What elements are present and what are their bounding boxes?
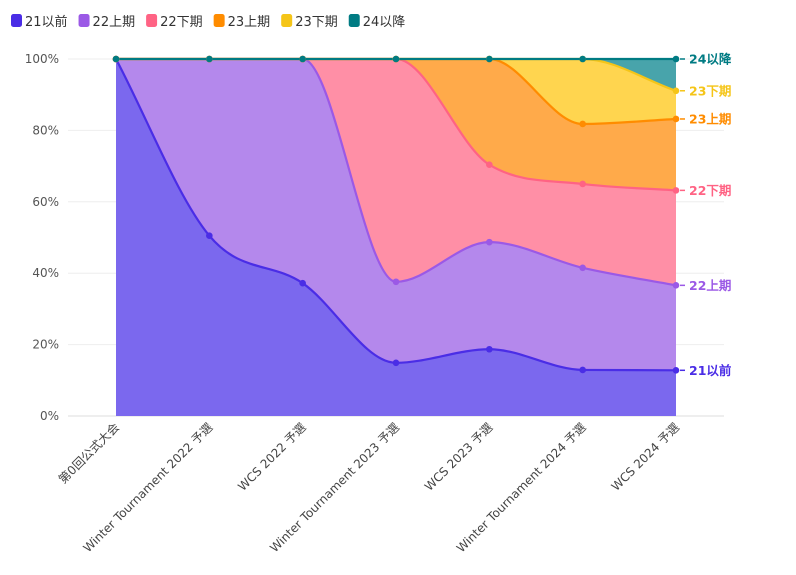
data-point [672,87,680,95]
data-point [672,367,680,374]
x-tick-label: WCS 2022 予選 [235,420,309,494]
legend-item: 21以前 [11,14,68,30]
end-label: 22上期 [689,278,731,293]
data-points [112,55,680,374]
legend-swatch [213,14,225,27]
y-tick-label: 100% [25,52,59,66]
data-point [112,55,120,63]
data-point [486,161,493,168]
end-label: 22下期 [689,183,731,198]
legend-swatch [348,14,360,27]
legend-item: 24以降 [348,14,406,30]
y-tick-label: 0% [40,409,59,423]
legend-item: 23上期 [213,14,271,30]
legend-label: 22下期 [160,15,203,30]
legend-label: 23下期 [295,15,338,30]
legend-item: 22下期 [146,14,203,30]
data-point [579,264,586,272]
area-0 [116,59,676,416]
data-point [486,55,493,63]
data-point [672,187,680,194]
data-point [392,359,400,367]
y-tick-label: 40% [32,266,59,280]
data-point [486,345,493,353]
legend-swatch [281,14,293,27]
data-point [672,55,680,63]
end-label: 23下期 [689,83,731,98]
legend-label: 24以降 [363,15,406,30]
data-point [579,120,586,128]
data-point [672,282,680,289]
y-tick-label: 80% [32,123,59,137]
data-point [579,55,586,63]
data-point [299,55,306,63]
series-end-labels: 21以前 22上期 22下期 23上期 23下期 24以降 [680,52,732,378]
legend-label: 23上期 [228,15,271,30]
data-point [299,279,306,287]
data-point [206,232,213,240]
data-point [486,238,493,246]
data-point [579,366,586,374]
legend-swatch [11,14,22,27]
data-point [579,180,586,188]
chart-legend: 21以前 22上期 22下期 23上期 23下期 24以降 [11,14,405,30]
end-label: 23上期 [689,111,731,126]
legend-label: 21以前 [25,14,68,30]
legend-label: 22上期 [93,15,136,30]
end-label: 24以降 [689,52,732,67]
x-tick-label: WCS 2024 予選 [609,420,683,494]
y-axis-ticks: 0% 20% 40% 60% 80% 100% [25,52,59,423]
data-point [392,55,400,63]
y-tick-label: 60% [32,195,59,209]
legend-swatch [78,14,90,27]
y-tick-label: 20% [32,338,59,352]
legend-item: 22上期 [78,14,136,30]
data-point [672,115,680,123]
legend-swatch [146,14,158,27]
x-tick-label: 第0回公式大会 [56,420,122,486]
area-layers [116,59,676,416]
x-tick-label: WCS 2023 予選 [422,420,496,494]
end-label: 21以前 [689,363,732,378]
legend-item: 23下期 [281,14,338,30]
data-point [392,278,400,286]
data-point [206,55,213,63]
